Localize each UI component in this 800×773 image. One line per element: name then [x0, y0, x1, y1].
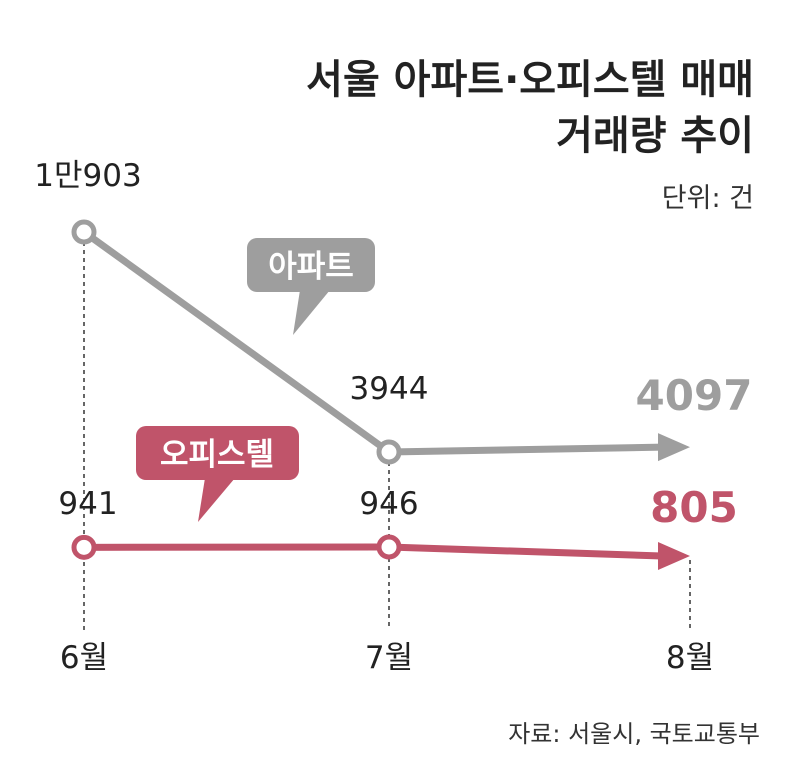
apartment-value-label-2: 3944: [350, 371, 429, 407]
source-label: 자료: 서울시, 국토교통부: [508, 720, 760, 748]
officetel-bubble-pointer: [198, 478, 235, 522]
officetel-value-label-3: 805: [650, 483, 738, 532]
apartment-arrowhead: [658, 433, 690, 462]
officetel-value-label-2: 946: [359, 486, 418, 522]
officetel-bubble: [136, 426, 299, 480]
x-tick-label-2: 7월: [365, 640, 413, 676]
officetel-line: [83, 543, 663, 560]
x-tick-label-3: 8월: [666, 640, 714, 676]
apartment-point-1: [71, 219, 97, 245]
officetel-arrowhead: [658, 542, 690, 570]
officetel-point-2: [376, 534, 402, 560]
chart-title-line-2: 거래량 추이: [556, 113, 754, 159]
apartment-value-label-1: 1만903: [34, 158, 141, 194]
apartment-legend-label: 아파트: [268, 249, 354, 285]
apartment-bubble: [247, 238, 375, 292]
unit-label: 단위: 건: [661, 183, 754, 214]
officetel-point-1: [71, 534, 97, 560]
apartment-value-label-3: 4097: [636, 371, 753, 420]
chart-title-line-1: 서울 아파트·오피스텔 매매: [306, 57, 754, 103]
x-tick-label-1: 6월: [60, 640, 108, 676]
chart-title: 서울 아파트·오피스텔 매매 거래량 추이: [306, 52, 754, 164]
officetel-legend-label: 오피스텔: [160, 437, 274, 473]
officetel-value-label-1: 941: [58, 486, 117, 522]
apartment-point-2: [376, 439, 402, 465]
apartment-bubble-pointer: [293, 290, 330, 335]
